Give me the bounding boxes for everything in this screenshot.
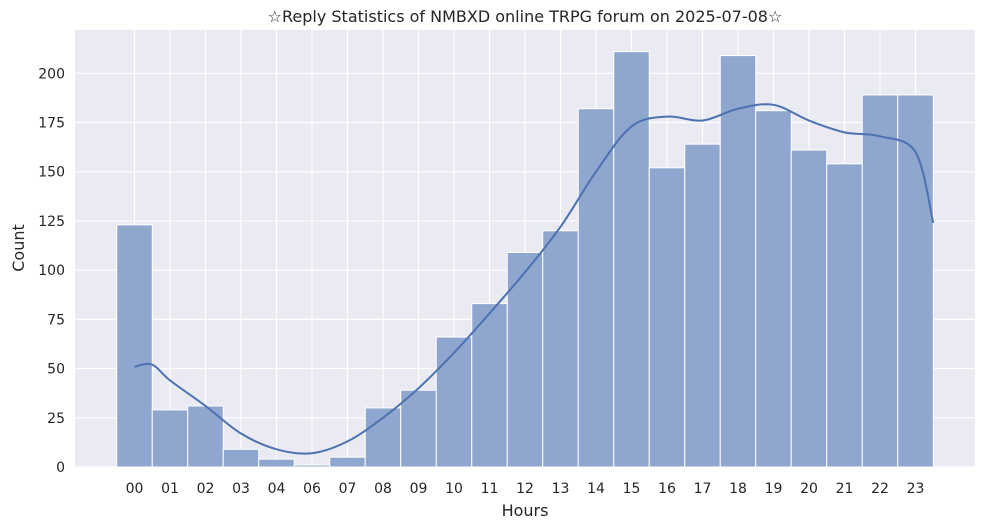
bar <box>613 51 650 468</box>
x-tick-label: 00 <box>126 481 144 497</box>
x-tick-label: 12 <box>516 481 534 497</box>
bar <box>258 458 295 468</box>
bar <box>897 94 934 468</box>
bar <box>542 230 579 468</box>
x-tick-label: 21 <box>836 481 854 497</box>
x-tick-label: 09 <box>410 481 428 497</box>
x-tick-label: 14 <box>587 481 605 497</box>
y-tick-label: 125 <box>38 214 65 230</box>
bar <box>293 464 331 468</box>
bar <box>684 143 721 468</box>
y-axis-label: Count <box>9 224 28 272</box>
bar <box>861 94 899 468</box>
bar <box>506 251 544 468</box>
x-axis-label: Hours <box>502 501 549 520</box>
bar <box>222 448 260 468</box>
y-tick-label: 0 <box>56 460 65 476</box>
y-tick-label: 75 <box>47 312 65 328</box>
x-tick-label: 23 <box>907 481 925 497</box>
x-tick-label: 08 <box>374 481 392 497</box>
x-tick-label: 01 <box>161 481 179 497</box>
y-tick-label: 100 <box>38 263 65 279</box>
x-tick-label: 11 <box>481 481 499 497</box>
x-tick-label: 22 <box>871 481 889 497</box>
bar <box>116 224 153 468</box>
x-tick-label: 02 <box>197 481 215 497</box>
bar <box>826 163 863 468</box>
bar <box>719 55 757 468</box>
x-tick-labels: 00 01 02 03 04 06 07 08 09 10 11 12 13 14 15 16 17 18 19 20… <box>126 481 925 497</box>
x-tick-label: 06 <box>303 481 321 497</box>
bar <box>755 110 792 468</box>
x-tick-label: 20 <box>800 481 818 497</box>
bar <box>435 336 473 468</box>
bars-layer <box>116 51 934 468</box>
y-tick-label: 200 <box>38 66 65 82</box>
x-tick-label: 10 <box>445 481 463 497</box>
x-tick-label: 15 <box>623 481 641 497</box>
x-tick-label: 04 <box>268 481 286 497</box>
y-tick-label: 25 <box>47 411 65 427</box>
x-tick-label: 19 <box>765 481 783 497</box>
y-tick-label: 50 <box>47 362 65 378</box>
bar <box>151 409 189 468</box>
x-tick-label: 16 <box>658 481 676 497</box>
x-tick-label: 18 <box>729 481 747 497</box>
x-tick-label: 13 <box>552 481 570 497</box>
x-tick-label: 17 <box>694 481 712 497</box>
y-tick-label: 175 <box>38 116 65 132</box>
kde-line <box>134 103 935 455</box>
y-tick-label: 150 <box>38 165 65 181</box>
bar <box>329 456 366 468</box>
chart-title: ☆Reply Statistics of NMBXD online TRPG f… <box>268 7 783 26</box>
y-tick-labels: 0 25 50 75 100 125 150 175 200 <box>38 66 65 476</box>
bar <box>790 149 828 468</box>
x-tick-label: 07 <box>339 481 357 497</box>
x-tick-label: 03 <box>232 481 250 497</box>
bar <box>400 389 437 468</box>
bar <box>648 167 686 468</box>
bar <box>577 108 615 468</box>
